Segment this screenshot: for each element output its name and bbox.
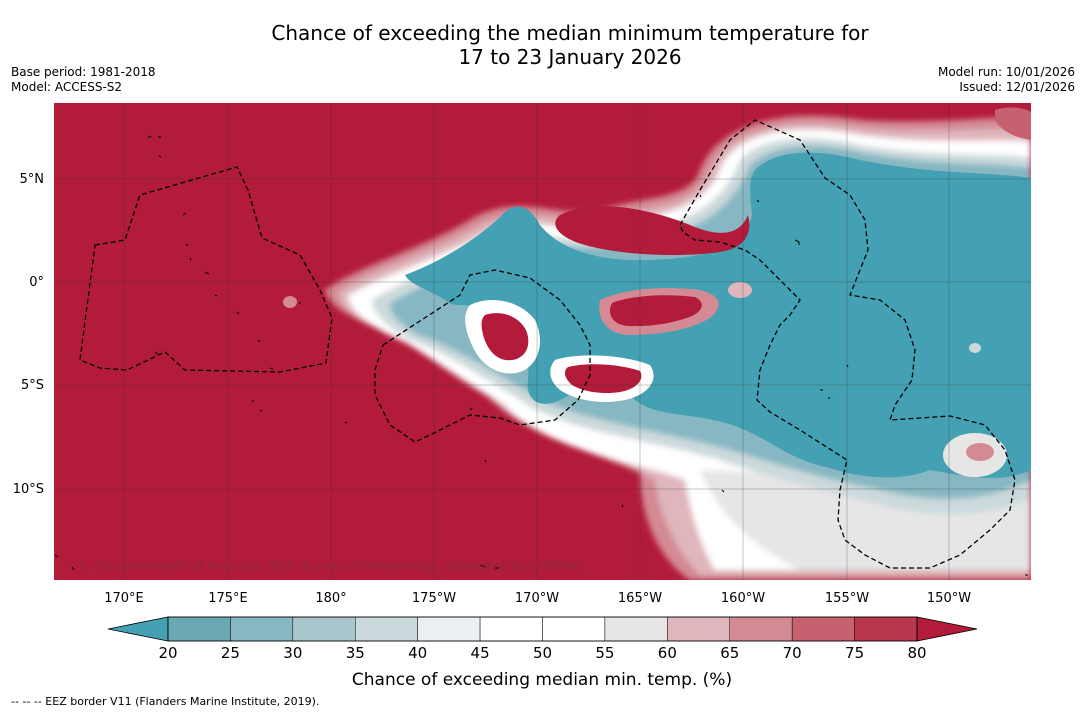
lon-label: 175°E	[208, 591, 248, 606]
colorbar-outline	[167, 616, 918, 642]
colorbar: 20 25 30 35 40 45 50 55 60 65 70 75 80 Chance of exc…	[107, 616, 978, 690]
colorbar-segment	[355, 616, 418, 642]
map-field	[54, 103, 1031, 580]
grey-band	[700, 470, 1031, 570]
lon-label: 175°W	[412, 591, 456, 606]
colorbar-tick-label: 30	[283, 644, 302, 662]
warm-blob-central-core	[481, 313, 529, 361]
colorbar-tick-label: 35	[346, 644, 365, 662]
colorbar-tick-label: 25	[221, 644, 240, 662]
pink-patch-mid	[728, 282, 752, 298]
colorbar-ticks: 20 25 30 35 40 45 50 55 60 65 70 75 80	[158, 644, 926, 662]
map-title: Chance of exceeding the median minimum t…	[0, 21, 1085, 69]
title-line-2: 17 to 23 January 2026	[458, 45, 682, 69]
grey-speck-east	[969, 343, 981, 353]
meta-left: Base period: 1981-2018 Model: ACCESS-S2	[11, 65, 156, 95]
colorbar-segment	[230, 616, 294, 642]
lat-label: 0°	[29, 275, 44, 290]
colorbar-over-arrow	[916, 616, 978, 642]
colorbar-segments	[167, 616, 918, 642]
colorbar-tick-label: 55	[595, 644, 614, 662]
eez-legend: -- -- -- EEZ border V11 (Flanders Marine…	[11, 695, 320, 708]
eez-line-islands	[679, 119, 1016, 569]
colorbar-segment	[542, 616, 606, 642]
colorbar-tick-label: 70	[783, 644, 802, 662]
title-line-1: Chance of exceeding the median minimum t…	[271, 21, 869, 45]
eez-borders	[79, 119, 1016, 569]
colorbar-segment	[604, 616, 668, 642]
warm-strip-north	[555, 206, 750, 256]
cool-anomaly-region	[405, 152, 1031, 478]
colorbar-title: Chance of exceeding median min. temp. (%…	[352, 670, 732, 690]
colorbar-tick-label: 50	[533, 644, 552, 662]
colorbar-segment	[167, 616, 231, 642]
graticule	[54, 103, 1031, 580]
lat-label: 5°S	[21, 378, 44, 393]
eez-tuvalu-kiribati	[79, 166, 333, 373]
colorbar-segment	[729, 616, 793, 642]
pink-patch-northeast	[995, 107, 1031, 140]
colorbar-tick-label: 80	[907, 644, 926, 662]
lon-label: 150°W	[927, 591, 971, 606]
colorbar-under-arrow	[107, 616, 169, 642]
colorbar-segment	[417, 616, 481, 642]
warm-tongue-center-core	[609, 295, 702, 327]
base-period: Base period: 1981-2018	[11, 65, 156, 79]
colorbar-tick-label: 45	[471, 644, 490, 662]
warm-blob-south-core	[564, 364, 642, 394]
model-name: Model: ACCESS-S2	[11, 80, 123, 94]
lon-label: 165°W	[618, 591, 662, 606]
longitude-labels: 170°E 175°E 180° 175°W 170°W 165°W 160°W…	[104, 591, 971, 606]
colorbar-tick-label: 75	[845, 644, 864, 662]
model-run: Model run: 10/01/2026	[937, 65, 1075, 79]
lon-label: 170°W	[515, 591, 559, 606]
lon-label: 155°W	[825, 591, 869, 606]
pink-patch-southeast	[966, 443, 994, 461]
colorbar-tick-label: 40	[408, 644, 427, 662]
colorbar-segment	[667, 616, 730, 642]
issued-date: Issued: 12/01/2026	[959, 80, 1075, 94]
colorbar-tick-label: 20	[158, 644, 177, 662]
colorbar-segment	[292, 616, 356, 642]
lat-label: 10°S	[13, 482, 44, 497]
lon-label: 180°	[315, 591, 346, 606]
lon-label: 160°W	[721, 591, 765, 606]
latitude-labels: 5°N 0° 5°S 10°S	[13, 172, 44, 497]
lat-label: 5°N	[20, 172, 45, 187]
meta-right: Model run: 10/01/2026 Issued: 12/01/2026	[938, 65, 1075, 95]
colorbar-tick-label: 65	[720, 644, 739, 662]
colorbar-segment	[479, 616, 543, 642]
copyright-text: © Commonwealth of Australia 2026, Bureau…	[78, 559, 583, 573]
colorbar-tick-label: 60	[658, 644, 677, 662]
lon-label: 170°E	[104, 591, 144, 606]
eez-phoenix	[374, 269, 591, 443]
colorbar-segment	[854, 616, 918, 642]
colorbar-segment	[791, 616, 855, 642]
pink-speck-west	[283, 296, 297, 308]
islands	[54, 135, 1028, 576]
